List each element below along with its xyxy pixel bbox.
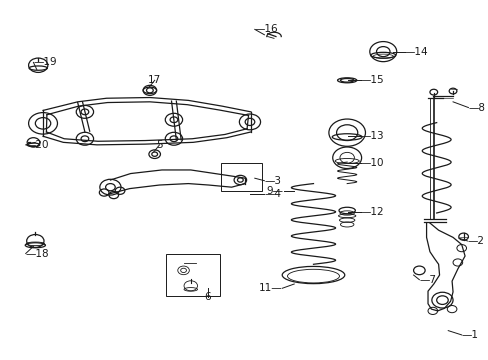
Text: —4: —4 xyxy=(264,189,281,199)
Text: —13: —13 xyxy=(360,131,384,141)
Text: —1: —1 xyxy=(461,330,478,340)
Text: —14: —14 xyxy=(404,46,427,57)
Text: 17: 17 xyxy=(148,75,161,85)
Text: 11—: 11— xyxy=(258,283,282,293)
Text: —3: —3 xyxy=(264,176,281,186)
Text: —18: —18 xyxy=(26,248,49,258)
Text: —7: —7 xyxy=(419,275,435,285)
Text: 5: 5 xyxy=(156,140,163,150)
Text: —10: —10 xyxy=(360,158,384,168)
Text: —19: —19 xyxy=(33,57,57,67)
Text: —8: —8 xyxy=(468,103,485,113)
Text: —20: —20 xyxy=(26,140,49,150)
Text: —2: —2 xyxy=(467,236,484,246)
Text: 9—: 9— xyxy=(266,186,283,197)
Text: —12: —12 xyxy=(360,207,384,217)
Text: 6: 6 xyxy=(204,292,210,302)
Text: —16: —16 xyxy=(254,24,278,35)
Text: —15: —15 xyxy=(360,75,384,85)
